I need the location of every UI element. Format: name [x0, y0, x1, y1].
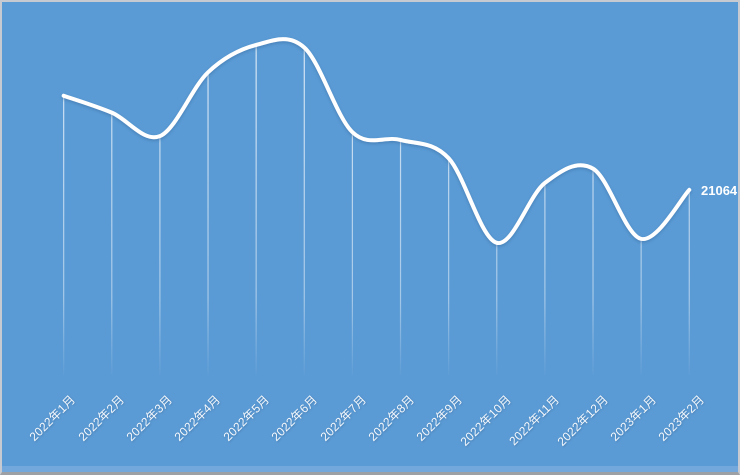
- series-line: [61, 37, 692, 245]
- drop-lines-group: [63, 44, 690, 376]
- bottom-strip: [2, 466, 738, 472]
